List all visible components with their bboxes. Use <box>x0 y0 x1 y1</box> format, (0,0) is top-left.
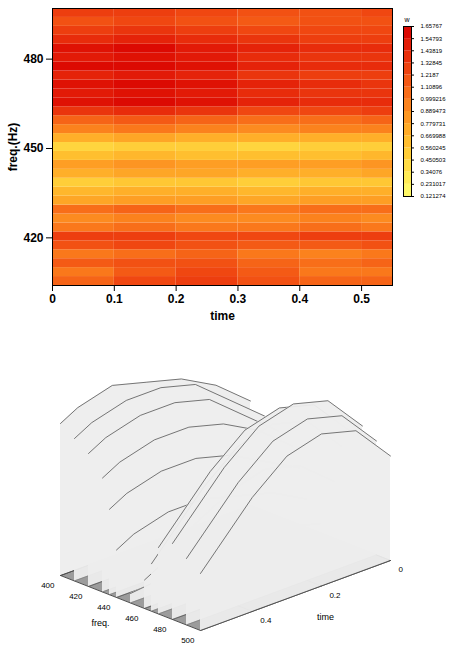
svg-text:0.999216: 0.999216 <box>421 96 447 102</box>
svg-text:0.5: 0.5 <box>353 292 370 306</box>
svg-text:0.3: 0.3 <box>230 292 247 306</box>
svg-text:1.43819: 1.43819 <box>421 48 443 54</box>
svg-text:400: 400 <box>41 581 55 590</box>
svg-text:1.2187: 1.2187 <box>421 72 440 78</box>
svg-text:0.2: 0.2 <box>168 292 185 306</box>
svg-text:0.34076: 0.34076 <box>421 169 443 175</box>
svg-text:time: time <box>210 309 235 323</box>
svg-text:0.560245: 0.560245 <box>421 145 447 151</box>
svg-text:1.32845: 1.32845 <box>421 60 443 66</box>
svg-text:480: 480 <box>153 625 167 634</box>
svg-text:0.669988: 0.669988 <box>421 133 447 139</box>
svg-text:freq.: freq. <box>91 618 109 628</box>
svg-text:440: 440 <box>97 603 111 612</box>
svg-text:w: w <box>404 16 411 23</box>
svg-text:450: 450 <box>23 141 43 155</box>
svg-text:0: 0 <box>49 292 56 306</box>
svg-text:0.889473: 0.889473 <box>421 108 447 114</box>
svg-text:0.1: 0.1 <box>106 292 123 306</box>
svg-text:freq.(Hz): freq.(Hz) <box>6 123 20 172</box>
svg-text:420: 420 <box>23 231 43 245</box>
svg-text:1.10896: 1.10896 <box>421 84 443 90</box>
svg-text:460: 460 <box>125 614 139 623</box>
svg-text:0.4: 0.4 <box>260 616 272 625</box>
svg-text:0.121274: 0.121274 <box>421 193 447 199</box>
svg-text:500: 500 <box>181 636 195 645</box>
svg-text:0.779731: 0.779731 <box>421 121 447 127</box>
svg-text:480: 480 <box>23 52 43 66</box>
svg-text:0.4: 0.4 <box>291 292 308 306</box>
svg-text:1.65767: 1.65767 <box>421 23 443 29</box>
svg-text:0: 0 <box>399 565 404 574</box>
svg-text:0.231017: 0.231017 <box>421 181 447 187</box>
svg-text:time: time <box>317 612 334 622</box>
svg-text:1.54793: 1.54793 <box>421 36 443 42</box>
svg-text:420: 420 <box>69 592 83 601</box>
svg-text:0.450503: 0.450503 <box>421 157 447 163</box>
svg-text:0.2: 0.2 <box>329 591 341 600</box>
